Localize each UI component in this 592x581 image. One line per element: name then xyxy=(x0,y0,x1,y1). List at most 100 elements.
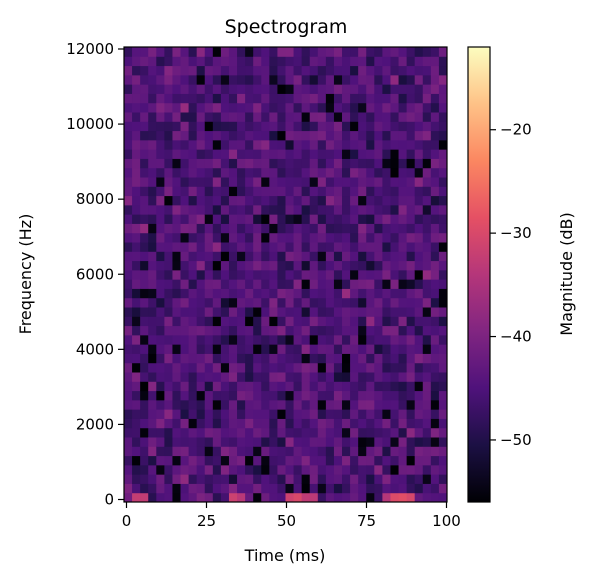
heatmap-cell xyxy=(438,195,448,206)
heatmap-cell xyxy=(382,353,391,364)
heatmap-cell xyxy=(245,446,254,457)
heatmap-cell xyxy=(156,344,165,354)
heatmap-cell xyxy=(172,139,182,150)
heatmap-cell xyxy=(398,353,408,364)
heatmap-cell xyxy=(188,372,198,382)
heatmap-cell xyxy=(301,242,311,252)
heatmap-cell xyxy=(245,139,254,150)
heatmap-cell xyxy=(398,409,408,419)
heatmap-cell xyxy=(245,399,254,410)
heatmap-cell xyxy=(148,195,157,206)
heatmap-cell xyxy=(366,446,375,457)
heatmap-cell xyxy=(350,158,359,169)
heatmap-cell xyxy=(140,325,149,336)
heatmap-cell xyxy=(374,325,383,336)
heatmap-cell xyxy=(430,260,440,271)
heatmap-cell xyxy=(293,84,303,94)
heatmap-cell xyxy=(140,307,149,317)
heatmap-cell xyxy=(253,158,262,169)
heatmap-cell xyxy=(309,492,319,503)
heatmap-cell xyxy=(293,307,303,317)
heatmap-cell xyxy=(277,223,286,234)
heatmap-cell xyxy=(204,251,214,262)
heatmap-cell xyxy=(124,446,133,457)
heatmap-cell xyxy=(204,139,214,150)
heatmap-cell xyxy=(196,223,206,234)
heatmap-cell xyxy=(422,251,432,262)
heatmap-cell xyxy=(301,353,311,364)
heatmap-cell xyxy=(245,84,254,94)
heatmap-cell xyxy=(430,102,440,113)
heatmap-cell xyxy=(293,195,303,206)
heatmap-cell xyxy=(430,167,440,178)
heatmap-cell xyxy=(333,316,343,327)
heatmap-cell xyxy=(309,56,319,67)
heatmap-cell xyxy=(180,464,190,475)
heatmap-cell xyxy=(325,334,335,345)
heatmap-cell xyxy=(204,492,214,503)
heatmap-cell xyxy=(333,427,343,438)
heatmap-cell xyxy=(333,56,343,67)
heatmap-cell xyxy=(293,390,303,401)
heatmap-cell xyxy=(325,464,335,475)
heatmap-cell xyxy=(228,112,238,122)
heatmap-cell xyxy=(414,399,424,410)
heatmap-cell xyxy=(124,288,133,299)
heatmap-cell xyxy=(253,474,262,484)
heatmap-cell xyxy=(342,223,351,234)
heatmap-cell xyxy=(148,223,157,234)
heatmap-cell xyxy=(406,260,416,271)
heatmap-cell xyxy=(374,437,383,447)
heatmap-cell xyxy=(196,409,206,419)
heatmap-cell xyxy=(301,204,311,215)
heatmap-cell xyxy=(156,112,165,122)
heatmap-cell xyxy=(261,65,270,76)
heatmap-cell xyxy=(245,269,254,280)
heatmap-cell xyxy=(220,483,230,494)
heatmap-cell xyxy=(164,372,173,382)
heatmap-cell xyxy=(406,325,416,336)
heatmap-cell xyxy=(204,186,214,197)
heatmap-cell xyxy=(422,372,432,382)
heatmap-cell xyxy=(196,214,206,224)
heatmap-cell xyxy=(253,269,262,280)
heatmap-cell xyxy=(269,316,278,327)
heatmap-cell xyxy=(228,65,238,76)
heatmap-cell xyxy=(204,204,214,215)
heatmap-cell xyxy=(253,427,262,438)
heatmap-cell xyxy=(301,112,311,122)
heatmap-cell xyxy=(237,242,246,252)
heatmap-cell xyxy=(342,139,351,150)
heatmap-cell xyxy=(333,84,343,94)
heatmap-cell xyxy=(342,112,351,122)
heatmap-cell xyxy=(342,177,351,187)
heatmap-cell xyxy=(406,93,416,104)
heatmap-cell xyxy=(156,242,165,252)
heatmap-cell xyxy=(228,232,238,243)
heatmap-cell xyxy=(293,492,303,503)
heatmap-cell xyxy=(382,214,391,224)
heatmap-cell xyxy=(188,121,198,132)
heatmap-cell xyxy=(228,84,238,94)
heatmap-cell xyxy=(188,84,198,94)
heatmap-cell xyxy=(172,307,182,317)
heatmap-cell xyxy=(342,158,351,169)
heatmap-cell xyxy=(390,139,400,150)
heatmap-cell xyxy=(124,260,133,271)
heatmap-cell xyxy=(124,232,133,243)
heatmap-cell xyxy=(366,139,375,150)
heatmap-cell xyxy=(366,409,375,419)
heatmap-cell xyxy=(204,121,214,132)
heatmap-cell xyxy=(342,74,351,85)
heatmap-cell xyxy=(333,186,343,197)
heatmap-cell xyxy=(132,279,141,289)
heatmap-cell xyxy=(277,418,286,429)
heatmap-cell xyxy=(358,390,367,401)
heatmap-cell xyxy=(342,56,351,67)
heatmap-cell xyxy=(358,316,367,327)
heatmap-cell xyxy=(317,325,327,336)
heatmap-cell xyxy=(350,297,359,308)
heatmap-cell xyxy=(124,214,133,224)
heatmap-cell xyxy=(140,47,149,57)
heatmap-cell xyxy=(358,223,367,234)
